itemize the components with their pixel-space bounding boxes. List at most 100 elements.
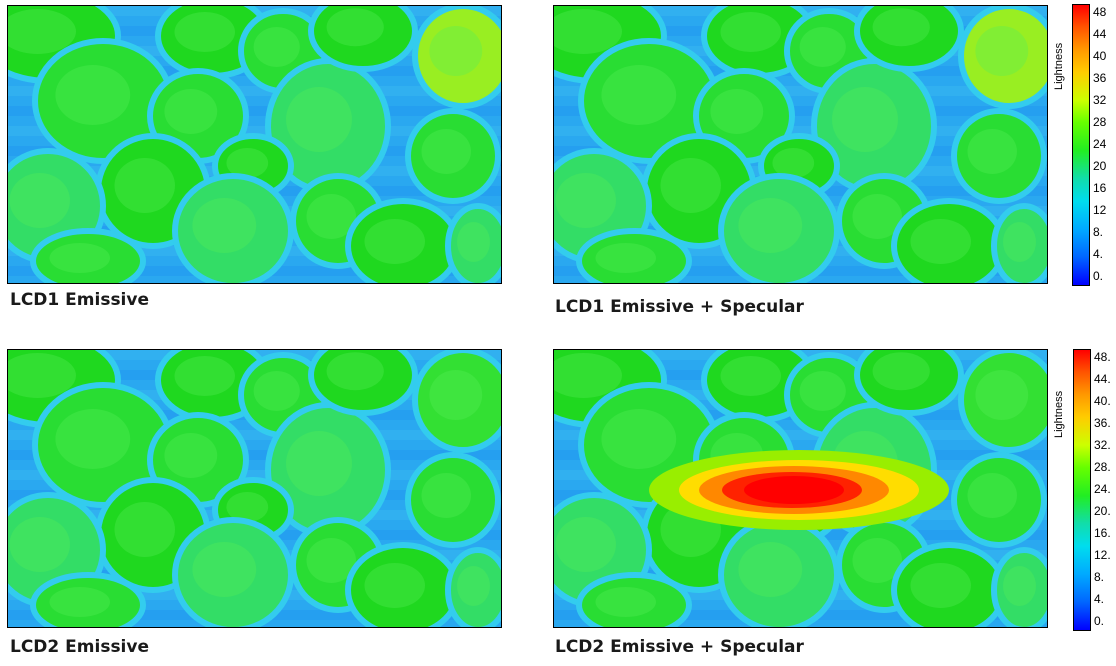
fruit-region [412, 6, 501, 109]
colorbar-tick: 36. [1094, 416, 1111, 430]
colorbar-ticks-bottom: 48. 44. 40. 36. 32. 28. 24. 20. 16. 12. … [1094, 349, 1116, 629]
colorbar-tick: 12. [1094, 548, 1111, 562]
colorbar-tick: 16 [1093, 181, 1107, 195]
fruit-shading [799, 27, 846, 67]
fruit-shading [326, 352, 384, 391]
colorbar-tick: 0. [1094, 614, 1105, 628]
background-texture [8, 450, 501, 460]
colorbar-tick: 12 [1093, 203, 1107, 217]
fruit-shading [852, 194, 902, 239]
fruit-shading [364, 219, 425, 264]
background-texture [8, 126, 501, 136]
fruit-shading [55, 65, 131, 125]
fruit-shading [852, 538, 902, 583]
fruit-region [576, 228, 692, 283]
colorbar-tick: 20 [1093, 159, 1107, 173]
colorbar-tick: 48. [1094, 350, 1111, 364]
lightness-map-image [554, 6, 1047, 283]
colorbar-tick: 40. [1094, 394, 1111, 408]
fruit-shading [967, 129, 1017, 174]
caption-lcd2-emissive-specular: LCD2 Emissive + Specular [555, 637, 804, 657]
lightness-map-image [8, 350, 501, 627]
fruit-shading [457, 566, 490, 606]
fruit-shading [114, 158, 175, 213]
fruit-region [951, 108, 1047, 204]
fruit-shading [910, 563, 971, 608]
background-texture [8, 86, 501, 96]
fruit-shading [9, 173, 70, 228]
background-texture [8, 470, 501, 480]
colorbar-tick: 48 [1093, 5, 1107, 19]
fruit-region [854, 6, 964, 72]
fruit-region [991, 203, 1047, 283]
fruit-region [445, 547, 501, 627]
lightness-colorbar-bottom [1073, 349, 1091, 631]
lightness-map-image [8, 6, 501, 283]
fruit-shading [872, 352, 930, 391]
fruit-shading [710, 89, 764, 134]
specular-highlight [744, 476, 844, 504]
fruit-shading [192, 198, 257, 253]
fruit-region [854, 350, 964, 416]
lightness-colorbar-top [1072, 4, 1090, 286]
colorbar-tick: 0. [1093, 269, 1104, 283]
fruit-shading [720, 12, 781, 52]
colorbar-tick: 28 [1093, 115, 1107, 129]
background-texture [554, 106, 1047, 116]
fruit-shading [601, 409, 677, 469]
colorbar-tick: 24 [1093, 137, 1107, 151]
fruit-shading [554, 9, 622, 54]
fruit-shading [1003, 566, 1036, 606]
fruit-shading [457, 222, 490, 262]
fruit-shading [9, 517, 70, 572]
fruit-shading [832, 87, 898, 152]
fruit-region [445, 203, 501, 283]
fruit-shading [8, 9, 76, 54]
fruit-region [30, 572, 146, 627]
fruit-shading [555, 173, 616, 228]
background-texture [8, 106, 501, 116]
fruit-shading [967, 473, 1017, 518]
fruit-region [172, 517, 294, 627]
fruit-shading [174, 356, 235, 396]
fruit-shading [253, 27, 300, 67]
background-texture [554, 126, 1047, 136]
caption-lcd2-emissive: LCD2 Emissive [10, 637, 149, 657]
colorbar-tick: 8. [1093, 225, 1104, 239]
fruit-shading [8, 353, 76, 398]
caption-lcd1-emissive-specular: LCD1 Emissive + Specular [555, 297, 804, 317]
fruit-shading [164, 89, 218, 134]
fruit-region [718, 173, 840, 283]
fruit-shading [910, 219, 971, 264]
heatmap-panel-lcd1-emissive-specular [553, 5, 1048, 284]
fruit-region [405, 452, 501, 548]
colorbar-title-bottom: Lightness [1053, 390, 1065, 438]
fruit-shading [49, 243, 110, 273]
fruit-region [172, 173, 294, 283]
colorbar-tick: 44 [1093, 27, 1107, 41]
fruit-shading [326, 8, 384, 47]
background-texture [554, 430, 1047, 440]
colorbar-tick: 20. [1094, 504, 1111, 518]
colorbar-tick: 32. [1094, 438, 1111, 452]
fruit-shading [595, 243, 656, 273]
fruit-shading [799, 371, 846, 411]
background-texture [8, 430, 501, 440]
fruit-region [958, 6, 1047, 109]
heatmap-panel-lcd2-emissive [7, 349, 502, 628]
colorbar-tick: 8. [1094, 570, 1105, 584]
fruit-shading [429, 370, 483, 420]
fruit-shading [114, 502, 175, 557]
fruit-region [951, 452, 1047, 548]
fruit-region [405, 108, 501, 204]
fruit-shading [306, 538, 356, 583]
lightness-map-image [554, 350, 1047, 627]
fruit-shading [720, 356, 781, 396]
fruit-shading [595, 587, 656, 617]
heatmap-panel-lcd1-emissive [7, 5, 502, 284]
colorbar-title-top: Lightness [1053, 42, 1065, 90]
fruit-shading [429, 26, 483, 76]
fruit-region [308, 6, 418, 72]
fruit-shading [286, 87, 352, 152]
fruit-shading [738, 542, 803, 597]
